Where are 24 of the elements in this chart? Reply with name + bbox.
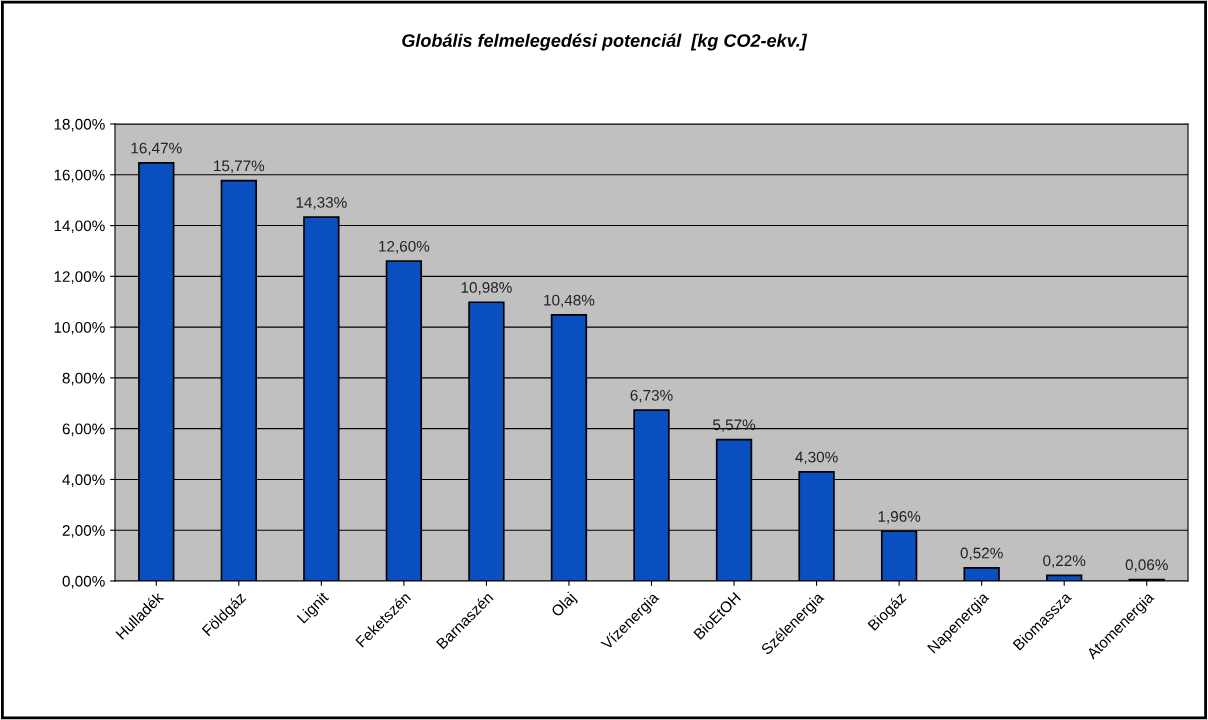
data-label: 1,96%	[878, 511, 921, 524]
data-label: 4,30%	[795, 451, 838, 465]
data-label: 15,77%	[214, 160, 265, 174]
data-label: 14,33%	[296, 196, 347, 210]
y-tick-label: 6,00%	[62, 423, 105, 437]
y-tick-label: 8,00%	[62, 372, 105, 386]
y-tick-label: 18,00%	[54, 118, 105, 132]
data-label: 10,48%	[544, 294, 595, 308]
y-tick-label: 2,00%	[62, 525, 105, 538]
y-tick-label: 4,00%	[62, 474, 105, 487]
y-tick-label: 14,00%	[54, 220, 105, 234]
data-label: 0,22%	[1043, 555, 1086, 568]
y-tick-label: 0,00%	[62, 575, 105, 589]
data-label: 0,52%	[960, 547, 1003, 561]
data-label: 10,98%	[461, 282, 512, 295]
data-label: 16,47%	[131, 142, 182, 156]
x-tick-label: Olaj	[550, 591, 579, 620]
data-label: 0,06%	[1125, 559, 1168, 572]
y-tick-label: 16,00%	[54, 169, 105, 183]
y-tick-label: 12,00%	[54, 271, 105, 284]
chart-title: Globális felmelegedési potenciál [kg CO2-ekv.]	[402, 33, 808, 51]
data-label: 12,60%	[379, 240, 430, 254]
data-label: 6,73%	[630, 389, 673, 403]
y-tick-label: 10,00%	[54, 321, 105, 335]
